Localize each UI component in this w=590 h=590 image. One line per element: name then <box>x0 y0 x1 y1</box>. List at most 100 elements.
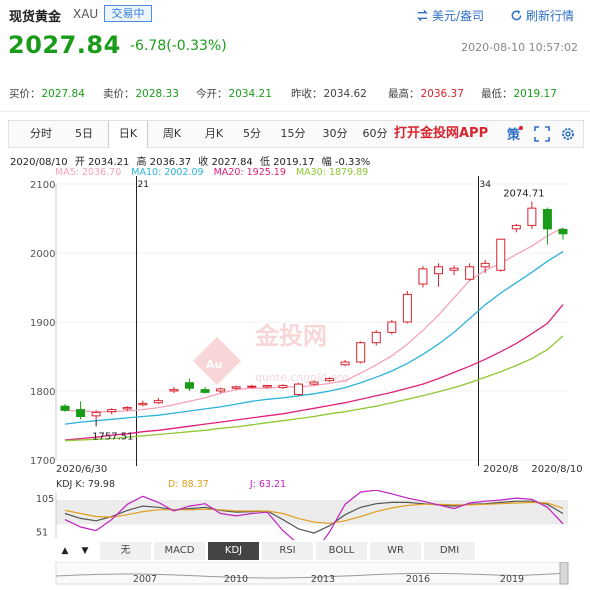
candle <box>527 201 537 229</box>
currency-unit-button[interactable]: 美元/盎司 <box>416 7 484 24</box>
tab-daily-k[interactable]: 日K <box>108 121 148 148</box>
ma-line-ma10 <box>64 251 564 425</box>
candle <box>293 382 303 396</box>
indicator-tab-macd[interactable]: MACD <box>154 542 206 560</box>
timeline-navigator[interactable]: 2007 2010 2013 2016 2019 <box>0 562 590 590</box>
candle-body <box>309 381 319 385</box>
candle-body <box>387 321 397 333</box>
stat-label: 昨收： <box>291 88 323 100</box>
tab-timeshare[interactable]: 分时 <box>30 127 52 140</box>
stat-prev-close: 昨收：2034.62 <box>291 86 367 101</box>
ohlc-close: 收 2027.84 <box>198 157 253 168</box>
candle-body <box>356 342 366 363</box>
candle <box>340 359 350 367</box>
indicator-tab-boll[interactable]: BOLL <box>316 542 368 560</box>
candle <box>91 410 101 421</box>
candle-body <box>169 389 179 392</box>
ma-line-ma30 <box>64 335 564 442</box>
candle <box>76 401 86 420</box>
current-price: 2027.84 <box>8 31 121 59</box>
stat-open: 今开：2034.21 <box>196 86 272 101</box>
kdj-line-d <box>64 501 564 524</box>
stat-label: 最低： <box>481 88 513 100</box>
candle-body <box>325 378 335 382</box>
kdj-legend: KDJ K: 79.98 D: 88.37 J: 63.21 <box>56 479 286 490</box>
candle-body <box>200 389 210 393</box>
tab-5day[interactable]: 5日 <box>75 127 93 140</box>
candle <box>107 408 117 415</box>
tab-15min[interactable]: 15分 <box>280 127 306 140</box>
period-tabs: 分时 5日 日K 周K 月K 5分 15分 30分 60分 打开金投网APP 策 <box>8 120 584 148</box>
divider <box>0 111 590 112</box>
currency-unit-label: 美元/盎司 <box>432 9 485 23</box>
instrument-title: 现货黄金 <box>9 10 62 25</box>
candle <box>122 406 132 412</box>
candle <box>138 400 148 407</box>
indicator-tab-dmi[interactable]: DMI <box>424 542 476 560</box>
indicator-tab-wr[interactable]: WR <box>370 542 422 560</box>
ohlc-info: 2020/08/10 开 2034.21 高 2036.37 收 2027.84… <box>10 153 374 168</box>
x-tick-label: 2020/8 <box>483 464 518 475</box>
candlestick-chart[interactable]: Au 金投网 quote.cngold.org 2100 2000 1900 1800… <box>0 176 590 486</box>
candle <box>371 330 381 346</box>
stat-value: 2028.33 <box>135 88 179 100</box>
candle-body <box>262 384 272 388</box>
strategy-icon[interactable]: 策 <box>507 126 523 142</box>
stat-high: 最高：2036.37 <box>388 86 464 101</box>
navigator-year-label: 2019 <box>500 574 524 585</box>
candle <box>325 377 335 383</box>
settings-icon[interactable] <box>560 126 576 142</box>
ma10-legend: MA10: 2002.09 <box>131 167 204 178</box>
candle <box>480 259 490 274</box>
indicator-tab-kdj[interactable]: KDJ <box>208 542 260 560</box>
ma-line-ma20 <box>64 304 564 441</box>
kdj-k-legend: KDJ K: 79.98 <box>56 479 116 490</box>
open-app-link[interactable]: 打开金投网APP <box>394 126 489 141</box>
trade-status-badge: 交易中 <box>104 5 152 22</box>
candle-body <box>480 262 490 268</box>
candle-body <box>558 228 568 235</box>
stat-ask: 卖价：2028.33 <box>103 86 179 101</box>
crosshair-marker-label: 34 <box>480 180 492 190</box>
indicator-prev-button[interactable]: ▲ <box>61 546 69 556</box>
candle <box>247 384 257 389</box>
navigator-year-label: 2013 <box>311 574 335 585</box>
ma30-legend: MA30: 1879.89 <box>295 167 369 178</box>
watermark: Au 金投网 quote.cngold.org <box>192 322 349 386</box>
indicator-tab-none[interactable]: 无 <box>100 542 152 560</box>
candle-body <box>107 409 117 413</box>
indicator-tab-rsi[interactable]: RSI <box>262 542 314 560</box>
indicator-next-button[interactable]: ▼ <box>81 546 89 556</box>
tab-monthly-k[interactable]: 月K <box>204 127 224 140</box>
y-tick-label: 2000 <box>30 249 55 260</box>
svg-text:策: 策 <box>507 127 521 142</box>
candle <box>169 386 179 394</box>
candle <box>558 227 568 240</box>
candle <box>60 404 70 412</box>
tab-5min[interactable]: 5分 <box>243 127 261 140</box>
fullscreen-icon[interactable] <box>534 126 550 142</box>
candle-body <box>138 402 148 406</box>
stat-value: 2027.84 <box>41 88 85 100</box>
kdj-tick-label: 51 <box>36 527 48 538</box>
tab-weekly-k[interactable]: 周K <box>162 127 182 140</box>
ohlc-amplitude: 幅 -0.33% <box>321 157 371 168</box>
tab-30min[interactable]: 30分 <box>322 127 348 140</box>
candle-body <box>340 361 350 366</box>
kdj-indicator-chart[interactable]: 105 51 <box>0 490 590 540</box>
y-tick-label: 1700 <box>30 456 55 467</box>
tab-60min[interactable]: 60分 <box>362 127 388 140</box>
candle <box>542 207 552 245</box>
stat-label: 买价： <box>9 88 41 100</box>
candle <box>200 386 210 394</box>
refresh-label: 刷新行情 <box>526 9 575 23</box>
refresh-button[interactable]: 刷新行情 <box>510 7 574 24</box>
candle <box>153 397 163 405</box>
quote-timestamp: 2020-08-10 10:57:02 <box>461 41 578 54</box>
candle-body <box>91 411 101 417</box>
stat-label: 今开： <box>196 88 228 100</box>
ohlc-date: 2020/08/10 <box>10 157 68 168</box>
candle-body <box>465 266 475 280</box>
stat-label: 卖价： <box>103 88 135 100</box>
candle-body <box>496 238 506 271</box>
